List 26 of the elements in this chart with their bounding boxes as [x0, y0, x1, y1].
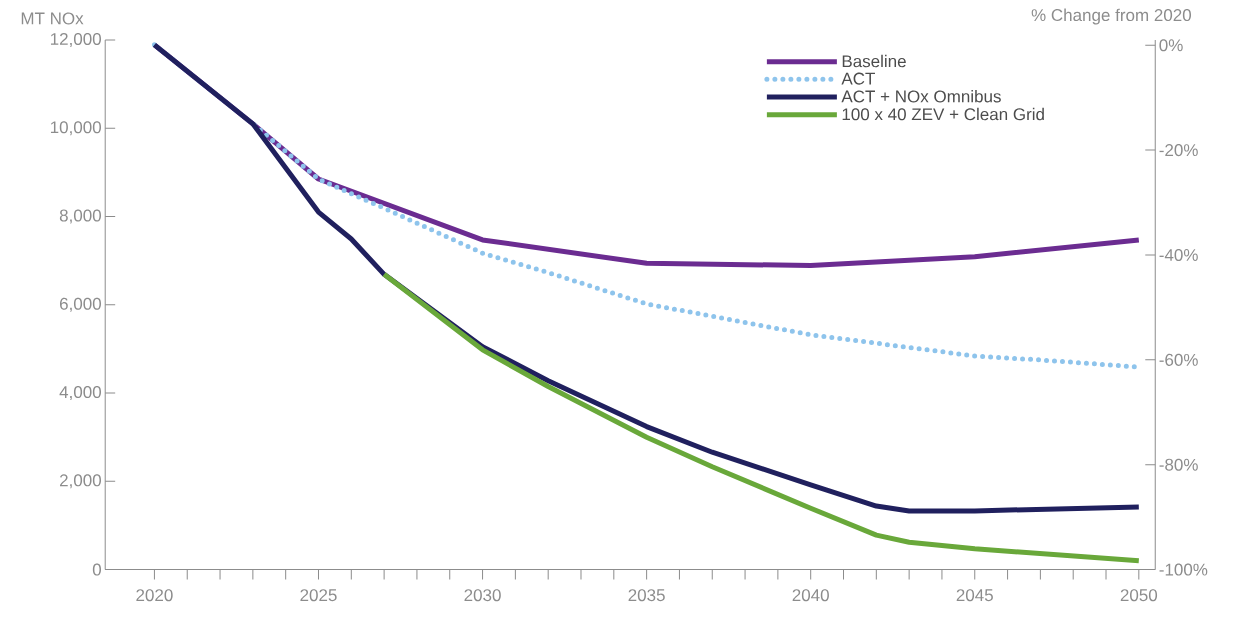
y-tick-label: 8,000 [59, 209, 102, 224]
legend-label: Baseline [842, 54, 906, 68]
y2-tick-label: 0% [1159, 39, 1183, 52]
y-tick-label: 12,000 [50, 32, 102, 48]
y2-tick-label: -20% [1159, 144, 1198, 157]
y-tick-label: 6,000 [59, 297, 102, 312]
x-tick-label: 2040 [792, 589, 829, 602]
x-tick-label: 2035 [628, 589, 665, 602]
y2-tick-label: -80% [1159, 458, 1198, 471]
y-axis-title: MT NOx [21, 12, 84, 25]
x-tick-label: 2030 [464, 589, 501, 602]
y2-tick-label: -40% [1159, 248, 1198, 262]
y-tick-label: 10,000 [50, 121, 102, 136]
y2-tick-label: -100% [1159, 563, 1208, 576]
y-tick-label: 0 [92, 563, 102, 576]
legend-label: 100 x 40 ZEV + Clean Grid [842, 107, 1044, 121]
x-tick-label: 2025 [300, 589, 337, 602]
x-tick-label: 2020 [136, 589, 173, 602]
legend-label: ACT [841, 72, 875, 85]
x-tick-label: 2050 [1120, 589, 1158, 602]
y2-tick-label: -60% [1159, 353, 1198, 366]
y-tick-label: 4,000 [59, 386, 102, 401]
x-tick-label: 2045 [956, 589, 993, 602]
legend-label: ACT + NOx Omnibus [841, 89, 1001, 103]
y-tick-label: 2,000 [59, 474, 102, 489]
y2-axis-title: % Change from 2020 [1031, 8, 1192, 25]
